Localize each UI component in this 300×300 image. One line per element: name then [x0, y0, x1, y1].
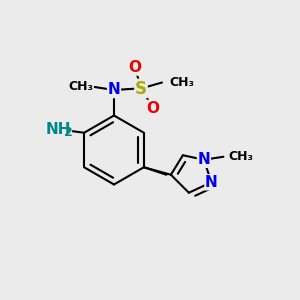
Text: N: N	[197, 152, 210, 167]
Text: CH₃: CH₃	[68, 80, 93, 94]
Text: O: O	[146, 100, 160, 116]
Text: S: S	[135, 80, 147, 98]
Text: N: N	[108, 82, 120, 98]
Text: CH₃: CH₃	[169, 76, 194, 89]
Text: NH: NH	[46, 122, 71, 137]
Text: O: O	[128, 60, 142, 75]
Text: CH₃: CH₃	[229, 150, 254, 163]
Text: 2: 2	[64, 126, 73, 139]
Text: N: N	[205, 175, 218, 190]
